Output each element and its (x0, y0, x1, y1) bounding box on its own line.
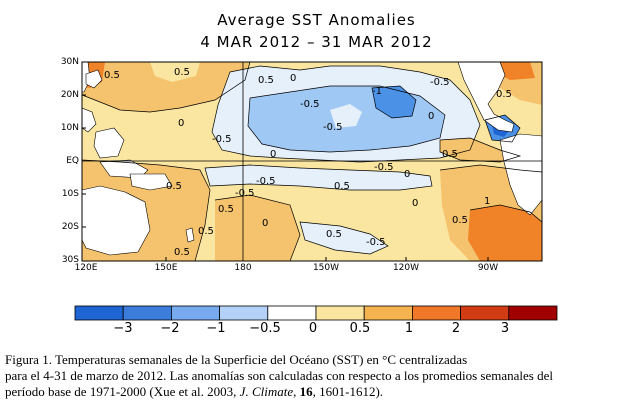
contour-label: 1 (484, 196, 491, 207)
contour-label: 0.5 (442, 149, 458, 160)
contour-label: 0 (428, 111, 435, 122)
lon-label-120w: 120W (392, 263, 420, 273)
lon-label-150w: 150W (312, 263, 340, 273)
colorbar-label: 0.5 (349, 321, 371, 336)
colorbar-label: 0 (308, 321, 318, 336)
contour-label: 0 (178, 118, 185, 129)
contour-label: 0 (412, 198, 419, 209)
journal-volume: 16 (299, 384, 313, 399)
lon-label-180: 180 (234, 263, 252, 273)
colorbar-swatch (315, 305, 365, 321)
figure-caption-line: para el 4-31 de marzo de 2012. Las anoma… (5, 368, 553, 383)
colorbar-label: 2 (451, 321, 461, 336)
contour-label: 0.5 (174, 67, 190, 78)
colorbar-swatch (267, 305, 317, 321)
colorbar-swatch (508, 305, 558, 321)
colorbar-label: 3 (500, 321, 510, 336)
contour-label: -0.5 (256, 176, 276, 187)
lon-label-120e: 120E (74, 263, 98, 273)
lon-label-150e: 150E (154, 263, 178, 273)
lat-label-30s: 30S (61, 255, 79, 265)
colorbar-swatch (74, 305, 124, 321)
journal-name: J. Climate (239, 384, 294, 399)
contour-label: -0.5 (374, 162, 394, 173)
contour-label: 0.5 (218, 204, 234, 215)
colorbar-label: −3 (113, 321, 133, 336)
contour-label: 0 (404, 169, 411, 180)
contour-label: 0.5 (166, 181, 182, 192)
lat-label-30n: 30N (60, 57, 79, 67)
lat-label-10n: 10N (60, 123, 79, 133)
colorbar-swatch (122, 305, 172, 321)
contour-label: 0.5 (258, 75, 274, 86)
contour-label: -0.5 (212, 134, 232, 145)
contour-label: -0.5 (300, 99, 320, 110)
colorbar-label: −1 (206, 321, 226, 336)
colorbar-swatch (363, 305, 413, 321)
figure-caption-line: período base de 1971-2000 (Xue et al. 20… (5, 384, 384, 399)
contour-label: 0.5 (104, 70, 120, 81)
anomaly-field (82, 62, 542, 261)
contour-label: 0.5 (334, 181, 350, 192)
contour-label: -0.5 (323, 122, 343, 133)
map-date-range: 4 MAR 2012 – 31 MAR 2012 (200, 33, 433, 51)
colorbar-label: 1 (404, 321, 414, 336)
lat-label-20n: 20N (60, 90, 79, 100)
colorbar-label: −2 (160, 321, 180, 336)
contour-label: -0.5 (430, 77, 450, 88)
figure-caption-line: Figura 1. Temperaturas semanales de la S… (5, 352, 468, 367)
lat-label-eq: EQ (66, 156, 79, 166)
lon-label-90w: 90W (477, 263, 499, 273)
colorbar-swatch (219, 305, 269, 321)
colorbar-swatch (170, 305, 220, 321)
contour-label: 0.5 (496, 89, 512, 100)
lat-label-20s: 20S (61, 222, 79, 232)
contour-label: 0 (262, 218, 269, 229)
map-title: Average SST Anomalies (217, 11, 416, 29)
contour-label: 0.5 (174, 247, 190, 258)
contour-label: -0.5 (235, 188, 255, 199)
contour-label: 0.5 (452, 215, 468, 226)
colorbar (74, 305, 558, 321)
colorbar-swatch (411, 305, 461, 321)
contour-label: -0.5 (366, 237, 386, 248)
contour-label: 0.5 (326, 229, 342, 240)
contour-label: -1 (372, 86, 382, 97)
lat-label-10s: 10S (61, 189, 79, 199)
contour-label: 0.5 (198, 226, 214, 237)
contour-label: 0 (290, 73, 297, 84)
contour-label: 0 (270, 149, 277, 160)
map-frame (81, 61, 543, 262)
colorbar-swatch (460, 305, 510, 321)
colorbar-label: −0.5 (249, 321, 281, 336)
